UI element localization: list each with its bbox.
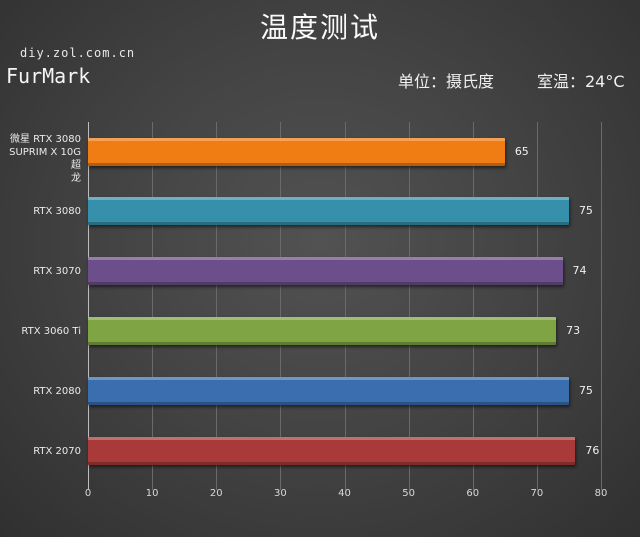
x-tick-label: 30 [274, 488, 287, 499]
bar-value-label: 73 [566, 324, 581, 337]
bar-value-label: 65 [514, 145, 529, 158]
x-tick-label: 50 [402, 488, 415, 499]
x-tick-label: 80 [594, 488, 608, 499]
plot-area [88, 122, 602, 490]
chart-title: 温度测试 [259, 11, 380, 44]
bar [88, 257, 563, 285]
bar-value-label: 74 [572, 264, 587, 277]
gridline [216, 122, 218, 490]
gridline [472, 122, 474, 490]
bar [88, 197, 569, 225]
category-label: RTX 3080 [33, 205, 81, 217]
category-label: RTX 2070 [33, 445, 81, 457]
gridline [344, 122, 346, 490]
category-label: RTX 2080 [33, 385, 81, 397]
gridline [536, 122, 538, 490]
bar [88, 437, 576, 465]
gridline [152, 122, 154, 490]
x-tick-label: 60 [466, 488, 480, 499]
bar-value-label: 76 [585, 444, 600, 457]
bar-value-label: 75 [578, 204, 593, 217]
gridline [280, 122, 282, 490]
unit-label: 单位：摄氏度 [398, 72, 495, 91]
category-label: RTX 3060 Ti [21, 325, 81, 337]
x-tick-label: 0 [84, 488, 92, 499]
benchmark-name: FurMark [6, 64, 91, 88]
category-label: RTX 3070 [33, 265, 81, 277]
bar [88, 138, 505, 166]
x-tick-label: 40 [338, 488, 351, 499]
bar [88, 377, 569, 405]
source-watermark: diy.zol.com.cn [20, 46, 136, 60]
category-label: 微星 RTX 3080 SUPRIM X 10G超 龙 [9, 133, 81, 184]
gridline [88, 122, 89, 490]
x-tick-label: 20 [209, 488, 223, 499]
bar-value-label: 75 [578, 384, 593, 397]
bar [88, 317, 557, 345]
x-tick-label: 10 [145, 488, 159, 499]
gridline [601, 122, 602, 490]
gridline [408, 122, 410, 490]
x-tick-label: 70 [530, 488, 544, 499]
room-temperature-label: 室温：24°C [537, 72, 625, 91]
